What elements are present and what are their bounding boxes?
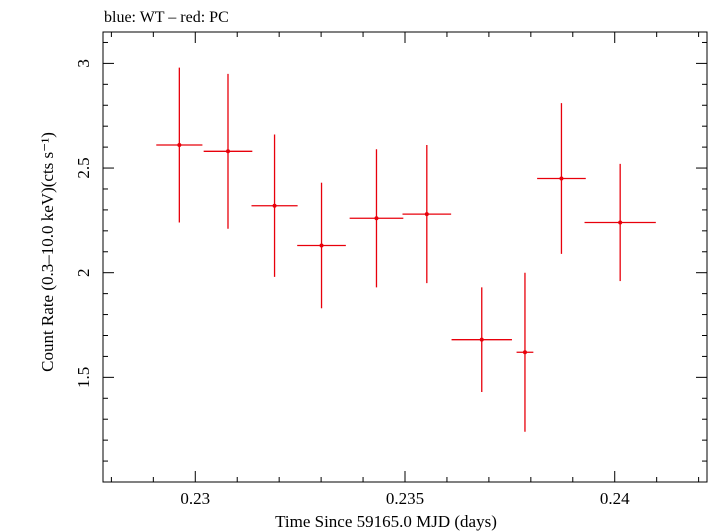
y-axis-label: Count Rate (0.3–10.0 keV)(cts s⁻¹) (38, 132, 57, 372)
point-marker (319, 243, 324, 248)
data-point (451, 287, 512, 392)
plot-frame (102, 31, 708, 483)
plot-border (102, 31, 708, 483)
y-tick-label: 2.5 (74, 157, 93, 178)
y-tick-label: 3 (74, 59, 93, 68)
x-tick-label: 0.24 (600, 489, 630, 508)
point-marker (618, 220, 623, 225)
data-point (203, 73, 253, 229)
point-marker (272, 203, 277, 208)
y-tick-label: 1.5 (74, 367, 93, 388)
point-marker (225, 149, 230, 154)
point-marker (374, 216, 379, 221)
x-axis-label: Time Since 59165.0 MJD (days) (275, 512, 497, 531)
data-point (537, 103, 586, 254)
point-marker (479, 337, 484, 342)
data-point (584, 163, 656, 282)
data-point (156, 67, 203, 223)
data-point (251, 134, 298, 277)
series-pc (156, 67, 656, 432)
x-axis-ticks: 0.23 0.235 0.24 (110, 32, 700, 508)
data-point (297, 182, 346, 309)
point-marker (424, 212, 429, 217)
data-point (402, 145, 452, 284)
point-marker (522, 350, 527, 355)
x-tick-label: 0.23 (180, 489, 210, 508)
point-marker (559, 176, 564, 181)
point-marker (177, 143, 182, 148)
x-tick-label: 0.235 (386, 489, 424, 508)
y-tick-label: 2 (74, 268, 93, 277)
y-axis-ticks: 1.5 2 2.5 3 (74, 41, 707, 483)
data-point (516, 272, 534, 432)
data-point (349, 149, 404, 288)
chart-title: blue: WT – red: PC (104, 9, 229, 26)
data-points (156, 67, 656, 432)
